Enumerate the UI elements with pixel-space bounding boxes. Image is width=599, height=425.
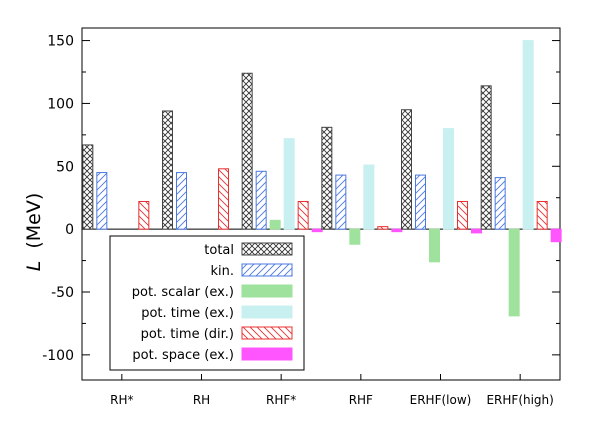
bar xyxy=(443,128,454,230)
bar xyxy=(480,85,492,230)
bar xyxy=(96,172,108,230)
x-tick-label: RH xyxy=(193,393,210,407)
legend: total kin. pot. scalar (ex.) pot. time (ex.… xyxy=(109,235,305,371)
legend-swatch xyxy=(241,263,293,277)
bar xyxy=(321,126,333,230)
bar xyxy=(297,200,309,230)
y-tick-label: -100 xyxy=(42,348,74,364)
y-axis-unit: (MeV) xyxy=(23,193,45,249)
legend-label: total xyxy=(204,243,234,258)
bar xyxy=(415,174,426,230)
bar xyxy=(255,170,267,230)
bar xyxy=(335,174,347,230)
legend-label: pot. time (ex.) xyxy=(141,306,234,321)
bar xyxy=(401,109,412,230)
bar xyxy=(363,164,375,230)
bar xyxy=(241,72,253,230)
bar xyxy=(311,228,323,233)
y-tick-label: 0 xyxy=(65,222,74,238)
legend-label: kin. xyxy=(210,264,234,279)
legend-swatch xyxy=(241,326,293,340)
bar xyxy=(429,228,440,263)
bar xyxy=(457,200,468,230)
legend-swatch xyxy=(241,284,293,298)
x-tick-label: RHF xyxy=(349,393,373,407)
bar xyxy=(391,228,403,233)
bar xyxy=(377,226,389,230)
legend-swatch xyxy=(241,347,293,361)
legend-label: pot. space (ex.) xyxy=(132,348,234,363)
bar xyxy=(218,168,229,230)
bar xyxy=(508,228,520,317)
y-tick-label: 100 xyxy=(47,96,74,112)
legend-swatch xyxy=(241,305,293,319)
bar xyxy=(494,177,506,230)
legend-label: pot. scalar (ex.) xyxy=(132,285,234,300)
x-tick-label: ERHF(low) xyxy=(410,393,472,407)
bar xyxy=(82,144,94,230)
plot-area: 150 100 50 0 -50 -100 RH* RH RHF* RHF ERHF(low) ERH… xyxy=(42,27,562,407)
bar xyxy=(269,219,281,230)
x-tick-label: RHF* xyxy=(266,393,296,407)
bar xyxy=(138,200,150,230)
bar xyxy=(162,110,173,230)
bar xyxy=(471,228,482,234)
legend-swatch xyxy=(241,242,293,256)
x-tick-label: ERHF(high) xyxy=(486,393,553,407)
y-axis-title: L (MeV) xyxy=(23,193,45,272)
bar xyxy=(176,172,187,230)
bar xyxy=(536,200,548,230)
bar xyxy=(550,228,562,243)
legend-label: pot. time (dir.) xyxy=(141,327,234,342)
bar xyxy=(283,138,295,230)
bar xyxy=(349,228,361,245)
y-axis-symbol: L xyxy=(23,261,45,272)
x-tick-label: RH* xyxy=(110,393,133,407)
y-tick-label: -50 xyxy=(51,285,74,301)
bar xyxy=(522,40,534,230)
plot-frame xyxy=(81,27,561,381)
y-tick-label: 50 xyxy=(56,159,74,175)
y-tick-label: 150 xyxy=(47,34,74,50)
